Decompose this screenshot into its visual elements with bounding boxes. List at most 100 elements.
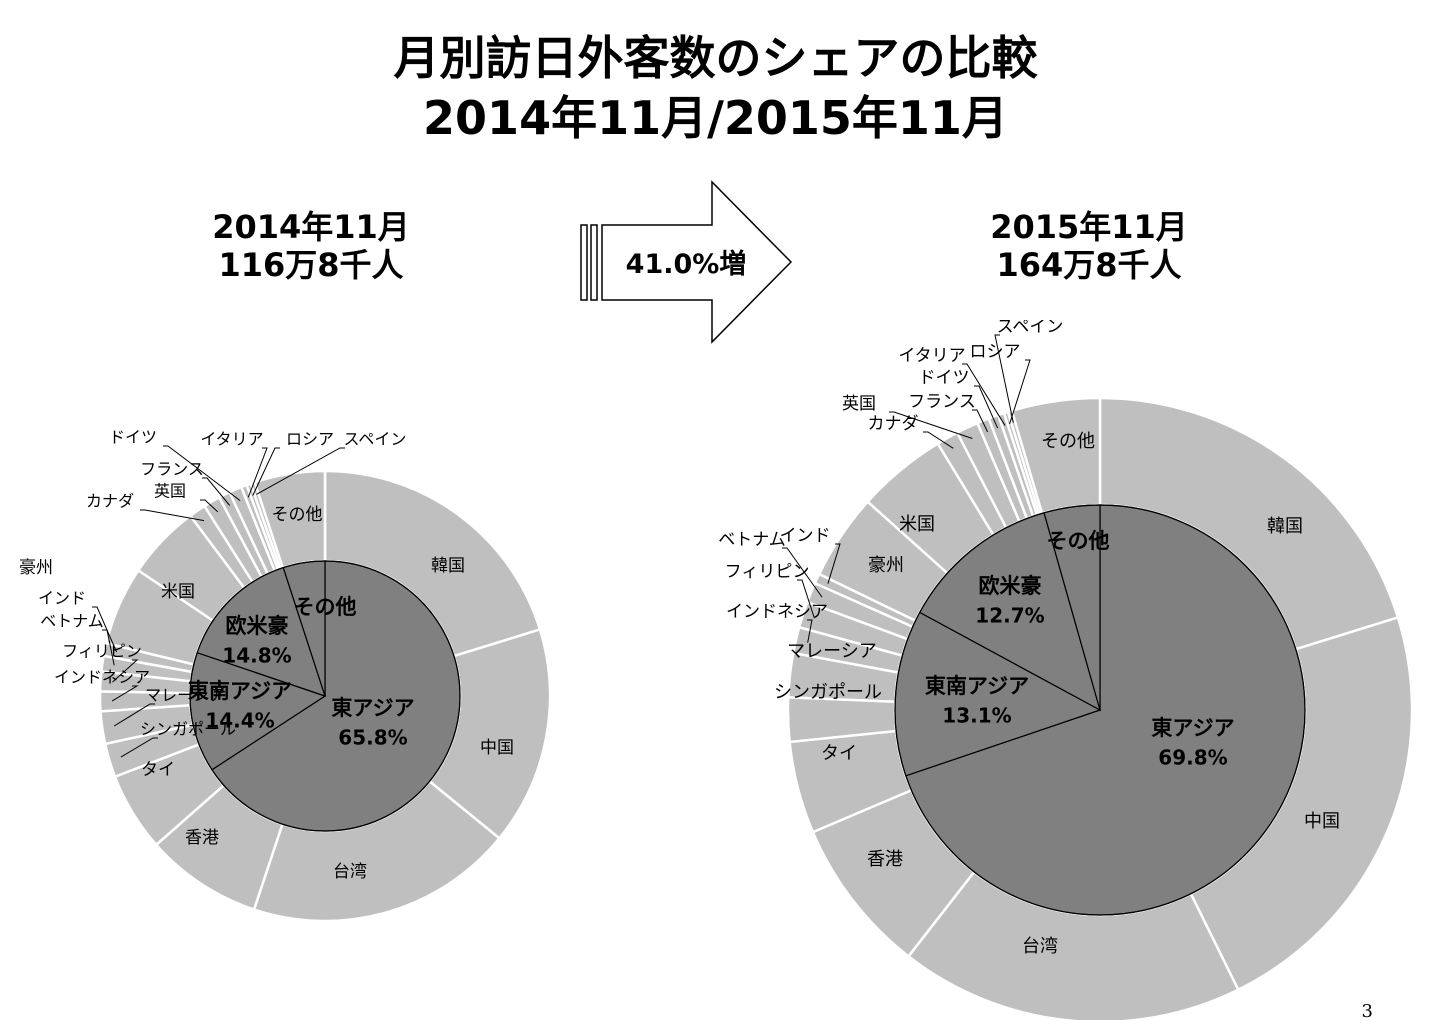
region-label: 欧米豪	[226, 614, 289, 638]
callout-label: インドネシア	[726, 602, 828, 622]
region-label: 東南アジア	[188, 679, 292, 703]
callout-label: ドイツ	[109, 428, 157, 447]
callout-label: フランス	[140, 460, 204, 479]
callout-label: ベトナム	[40, 612, 104, 631]
slice-label: 米国	[161, 582, 195, 602]
outer-ring	[98, 469, 552, 923]
right-chart-month: 2015年11月	[990, 208, 1188, 246]
growth-label: 41.0%増	[626, 248, 747, 280]
callout-label: 英国	[842, 394, 876, 414]
callout-leader	[113, 703, 155, 727]
callout-label: インド	[780, 526, 831, 546]
callout-label: イタリア	[898, 346, 965, 366]
slice-label: 米国	[899, 514, 935, 535]
slice-label: 台湾	[333, 862, 367, 882]
callout-leader	[202, 477, 231, 506]
slice-label: 中国	[480, 738, 514, 758]
region-label: 東南アジア	[925, 674, 1029, 698]
callout-label: ロシア	[970, 342, 1021, 362]
callout-leader	[247, 447, 268, 498]
callout-label: カナダ	[86, 492, 134, 511]
callout-leader	[807, 619, 813, 643]
callout-leader	[256, 447, 345, 495]
callout-label: ドイツ	[919, 368, 970, 388]
callout-leader	[111, 685, 139, 702]
callout-leader	[112, 659, 139, 683]
callout-leader	[797, 579, 815, 619]
callout-leader	[994, 334, 1014, 423]
right-chart-total: 164万8千人	[996, 246, 1182, 284]
callout-leader	[974, 385, 999, 429]
growth-arrow: 41.0%増	[580, 180, 793, 344]
callout-label: シンガポール	[140, 720, 236, 739]
inner-pie	[189, 560, 461, 832]
page-number: 3	[1361, 1001, 1373, 1022]
left-chart-header: 2014年11月 116万8千人	[161, 208, 461, 284]
slice-label: 豪州	[868, 555, 904, 576]
callout-label: スペイン	[997, 320, 1064, 337]
callout-leader	[200, 499, 219, 513]
callout-leader	[92, 606, 118, 653]
callout-leader	[140, 509, 205, 522]
region-percent: 65.8%	[338, 726, 407, 750]
slice-label: 韓国	[1267, 516, 1303, 537]
region-percent: 12.7%	[975, 604, 1044, 628]
slice-label: 韓国	[431, 556, 465, 576]
page-title: 月別訪日外客数のシェアの比較	[393, 31, 1038, 85]
slice-label: 豪州	[19, 557, 53, 578]
callout-leader	[252, 447, 280, 496]
callout-label: フィリピン	[725, 562, 810, 582]
arrow-body	[601, 180, 793, 344]
callout-label: インド	[38, 589, 86, 608]
callout-label: フィリピン	[62, 642, 142, 661]
slice-label: 台湾	[1022, 936, 1058, 957]
slice-label: タイ	[141, 760, 175, 780]
region-label: その他	[294, 595, 357, 619]
slice-label: その他	[1041, 431, 1095, 452]
inner-outline	[189, 560, 461, 832]
slice-label: 香港	[185, 828, 219, 848]
callout-leader	[163, 445, 241, 502]
region-percent: 13.1%	[942, 704, 1011, 728]
slice-label: 香港	[867, 849, 903, 870]
callout-label: イタリア	[200, 430, 263, 449]
arrow-stripe	[590, 224, 598, 301]
region-percent: 14.8%	[222, 644, 291, 668]
inner-outline	[894, 504, 1306, 916]
callout-leader	[782, 547, 823, 598]
slice-label: その他	[272, 505, 323, 525]
callout-leader	[120, 737, 158, 758]
region-label: 欧米豪	[979, 574, 1042, 598]
inner-pie	[894, 504, 1306, 916]
callout-label: 英国	[154, 482, 186, 501]
arrow-stripe	[580, 224, 588, 301]
slice-label: シンガポール	[774, 682, 882, 703]
left-chart-total: 116万8千人	[218, 246, 404, 284]
right-chart-header: 2015年11月 164万8千人	[939, 208, 1239, 284]
region-label: 東アジア	[331, 696, 414, 720]
slice-label: タイ	[821, 743, 857, 764]
callout-leader	[827, 543, 841, 584]
callout-leader	[923, 431, 954, 449]
slice-label: マレーシア	[787, 641, 877, 662]
left-chart-month: 2014年11月	[212, 208, 410, 246]
callout-leader	[972, 409, 989, 433]
region-label: 東アジア	[1151, 716, 1234, 740]
callout-label: マレーシア	[145, 686, 225, 705]
region-percent: 69.8%	[1158, 746, 1227, 770]
region-label: その他	[1047, 529, 1110, 553]
callout-leader	[889, 411, 973, 439]
callout-label: フランス	[908, 392, 976, 412]
callout-label: ベトナム	[718, 530, 786, 550]
callout-leader	[1009, 359, 1031, 425]
callout-label: スペイン	[344, 430, 407, 449]
callout-label: カナダ	[868, 414, 919, 434]
page-subtitle: 2014年11月/2015年11月	[423, 91, 1008, 145]
slice-label: 中国	[1304, 811, 1340, 832]
callout-label: インドネシア	[54, 668, 150, 687]
region-percent: 14.4%	[205, 709, 274, 733]
